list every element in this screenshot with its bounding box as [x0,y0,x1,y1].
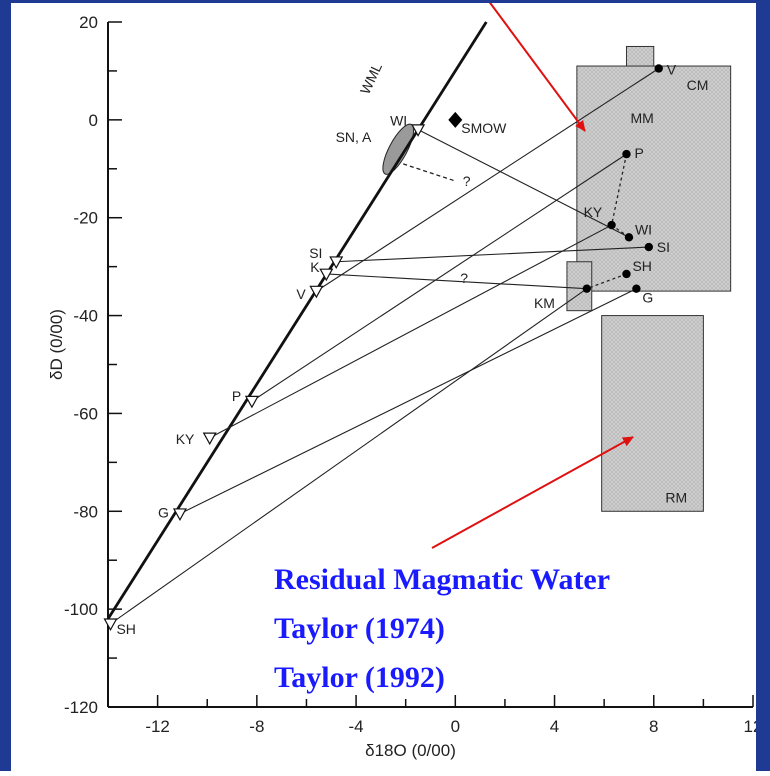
y-tick-label: -20 [73,209,98,228]
mixing-line [179,288,637,515]
left-frame-bar [0,0,11,771]
y-tick-label: -120 [64,698,98,717]
y-tick-label: -100 [64,600,98,619]
x-tick-label: -4 [349,717,364,736]
magmatic-point-p [622,149,631,159]
meteoric-point-si [329,256,344,269]
magmatic-label-sh: SH [632,258,651,274]
magmatic-label-g: G [642,290,653,306]
wml-label: WML [357,60,385,97]
meteoric-point-p [244,395,259,409]
meteoric-label-sh: SH [116,621,135,637]
x-axis-title: δ18O (0/00) [365,741,456,760]
top-red-arrow [487,0,586,132]
y-tick-label: 20 [79,13,98,32]
right-frame-bar [756,0,770,771]
field-label-km: KM [534,295,555,311]
magmatic-point-g [632,284,641,293]
meteoric-label-k: K [310,259,320,275]
field-rm [601,315,704,512]
magmatic-label-wi: WI [635,221,652,237]
meteoric-point-wi [411,124,426,137]
x-tick-label: 4 [550,717,559,736]
meteoric-point-sh [103,618,118,632]
field-cm [576,65,732,292]
magmatic-label-si: SI [657,239,670,255]
y-axis-title: δD (0/00) [47,309,66,380]
mixing-line [251,153,627,402]
mixing-line [316,68,660,292]
magmatic-point [582,284,591,293]
magmatic-label-ky: KY [584,204,603,220]
meteoric-point-k [319,268,334,282]
sn-a-ellipse [382,123,415,175]
magmatic-point-sh [622,269,631,279]
meteoric-label-ky: KY [176,431,195,447]
magmatic-label-v: V [667,61,677,77]
meteoric-point-g [172,508,187,521]
meteoric-point-v [309,285,324,299]
mixing-line [326,273,587,290]
y-tick-label: -80 [73,502,98,521]
x-tick-label: -8 [249,717,264,736]
dashed-query-line [403,163,456,182]
magmatic-point-v [654,64,663,73]
dashed-link [586,273,627,290]
annotation-line-2: Taylor (1974) [274,612,445,645]
magmatic-label-p: P [634,145,643,161]
meteoric-label-g: G [158,505,169,521]
wml-line [106,21,488,620]
smow-point [448,111,463,128]
annotation-red-arrow [431,436,634,549]
magmatic-point-wi [624,233,634,242]
question-mark: ? [460,270,468,286]
meteoric-label-p: P [232,388,241,404]
dashed-link [610,153,628,226]
y-tick-label: -40 [73,307,98,326]
ellipse-label: SN, A [336,129,372,145]
meteoric-label-v: V [296,286,306,302]
annotation-line-1: Residual Magmatic Water [274,563,610,596]
y-tick-label: 0 [89,111,98,130]
x-tick-label: 0 [451,717,460,736]
mixing-line [110,288,588,625]
mixing-line [417,129,630,238]
annotation-line-3: Taylor (1992) [274,661,445,694]
mixing-line [336,246,649,263]
magmatic-point-ky [607,220,616,230]
magmatic-point-si [644,242,654,252]
meteoric-label-si: SI [309,245,322,261]
y-tick-label: -60 [73,404,98,423]
meteoric-label-wi: WI [390,113,407,129]
question-mark: ? [463,173,471,189]
field-label-cm: CM [687,77,709,93]
field-label-mm: MM [630,110,653,126]
smow-label: SMOW [461,120,507,136]
x-tick-label: -12 [145,717,170,736]
meteoric-point-ky [202,432,217,446]
x-tick-label: 8 [649,717,658,736]
mixing-line [209,224,612,439]
field-label-rm: RM [665,489,687,505]
top-frame-bar [0,0,770,3]
